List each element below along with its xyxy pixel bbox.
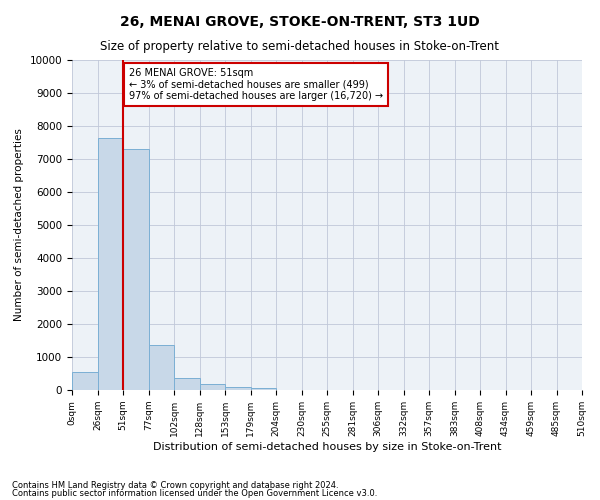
Text: Contains HM Land Registry data © Crown copyright and database right 2024.: Contains HM Land Registry data © Crown c… [12,480,338,490]
X-axis label: Distribution of semi-detached houses by size in Stoke-on-Trent: Distribution of semi-detached houses by … [153,442,501,452]
Bar [149,346,174,390]
Bar [251,388,276,390]
Y-axis label: Number of semi-detached properties: Number of semi-detached properties [14,128,24,322]
Bar [174,378,199,390]
Bar [225,386,251,390]
Bar [72,372,97,390]
Text: Size of property relative to semi-detached houses in Stoke-on-Trent: Size of property relative to semi-detach… [101,40,499,53]
Text: 26, MENAI GROVE, STOKE-ON-TRENT, ST3 1UD: 26, MENAI GROVE, STOKE-ON-TRENT, ST3 1UD [120,15,480,29]
Bar [199,384,225,390]
Text: 26 MENAI GROVE: 51sqm
← 3% of semi-detached houses are smaller (499)
97% of semi: 26 MENAI GROVE: 51sqm ← 3% of semi-detac… [129,68,383,102]
Bar [123,149,149,390]
Bar [97,138,123,390]
Text: Contains public sector information licensed under the Open Government Licence v3: Contains public sector information licen… [12,489,377,498]
